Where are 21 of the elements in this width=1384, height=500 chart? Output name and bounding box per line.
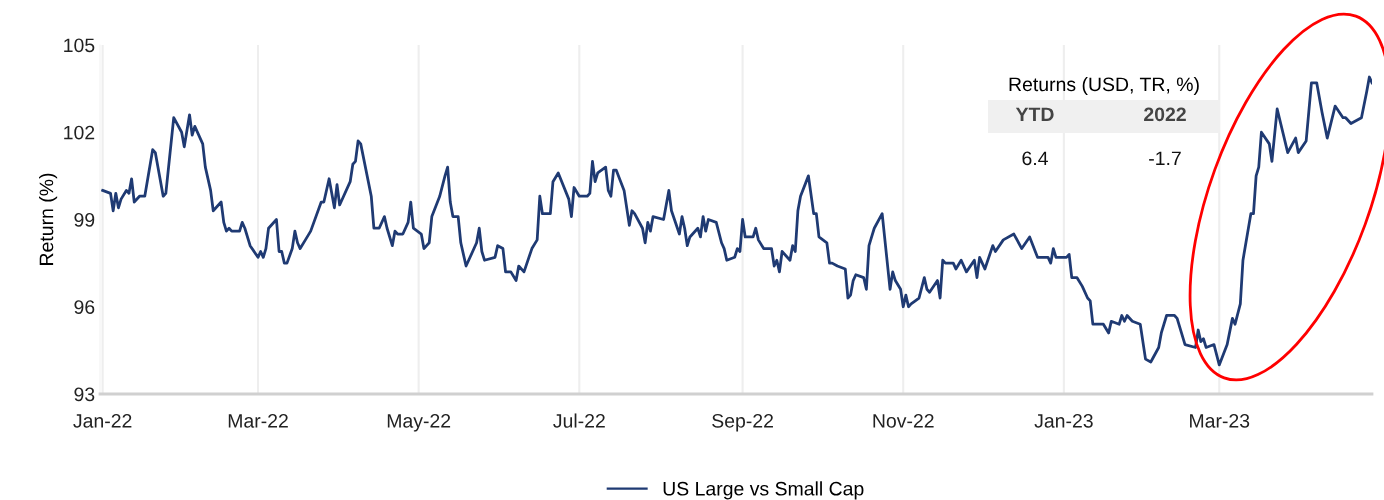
x-tick-label: Jan-23 [1034,413,1093,428]
y-tick-label: 99 [74,212,95,227]
x-tick-label: Mar-23 [1190,413,1250,428]
x-tick-label: Sep-22 [712,413,773,432]
x-tick-label: Nov-22 [873,413,934,428]
annotation: 6.4 [1022,151,1048,166]
annotation: 2022 [1144,107,1186,122]
y-tick-label: 93 [74,387,95,402]
y-axis-title: Return (%) [39,173,58,265]
y-tick-label: 102 [64,125,95,140]
y-tick-label: 105 [64,38,95,53]
x-tick-label: Jul-22 [553,413,605,428]
annotation: YTD [1015,107,1054,122]
x-tick-label: May-22 [387,413,451,432]
annotation: -1.7 [1149,151,1181,166]
x-tick-label: Mar-22 [228,413,288,428]
x-tick-label: Jan-22 [73,413,132,428]
y-tick-label: 96 [74,300,95,314]
line-series [101,75,1372,367]
annotation: Returns (USD, TR, %) [1009,76,1199,96]
legend-label: US Large vs Small Cap [663,481,864,500]
